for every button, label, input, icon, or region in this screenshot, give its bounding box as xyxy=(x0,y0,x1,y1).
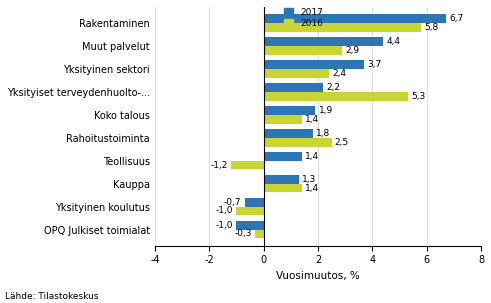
Text: -0,3: -0,3 xyxy=(235,229,252,238)
Text: 1,4: 1,4 xyxy=(305,184,319,193)
Bar xyxy=(264,69,329,78)
Text: 1,4: 1,4 xyxy=(305,152,319,161)
Text: 3,7: 3,7 xyxy=(367,60,382,69)
Bar xyxy=(264,92,408,101)
Bar xyxy=(245,198,264,207)
Bar xyxy=(264,15,446,23)
X-axis label: Vuosimuutos, %: Vuosimuutos, % xyxy=(276,271,360,281)
Text: 2,2: 2,2 xyxy=(327,83,341,92)
Bar xyxy=(264,37,383,46)
Text: 5,8: 5,8 xyxy=(425,23,439,32)
Bar xyxy=(264,60,364,69)
Text: -1,0: -1,0 xyxy=(216,221,233,230)
Text: 2,5: 2,5 xyxy=(335,138,349,147)
Bar xyxy=(264,175,299,184)
Text: 1,4: 1,4 xyxy=(305,115,319,124)
Bar xyxy=(264,46,342,55)
Text: -1,2: -1,2 xyxy=(210,161,228,170)
Bar xyxy=(237,207,264,215)
Text: 6,7: 6,7 xyxy=(449,14,463,23)
Text: 1,3: 1,3 xyxy=(302,175,317,184)
Text: 2,9: 2,9 xyxy=(346,46,360,55)
Bar xyxy=(237,221,264,230)
Bar xyxy=(264,115,301,124)
Bar xyxy=(264,129,313,138)
Text: 2,4: 2,4 xyxy=(332,69,346,78)
Legend: 2017, 2016: 2017, 2016 xyxy=(283,7,324,28)
Bar xyxy=(231,161,264,169)
Bar xyxy=(255,230,264,238)
Text: -1,0: -1,0 xyxy=(216,207,233,215)
Bar xyxy=(264,23,421,32)
Bar xyxy=(264,138,331,147)
Text: -0,7: -0,7 xyxy=(224,198,242,207)
Bar xyxy=(264,184,301,192)
Bar xyxy=(264,152,301,161)
Text: 1,8: 1,8 xyxy=(316,129,330,138)
Text: 1,9: 1,9 xyxy=(319,106,333,115)
Bar xyxy=(264,106,315,115)
Text: Lähde: Tilastokeskus: Lähde: Tilastokeskus xyxy=(5,292,98,301)
Bar xyxy=(264,83,324,92)
Text: 5,3: 5,3 xyxy=(411,92,425,101)
Text: 4,4: 4,4 xyxy=(386,37,401,46)
